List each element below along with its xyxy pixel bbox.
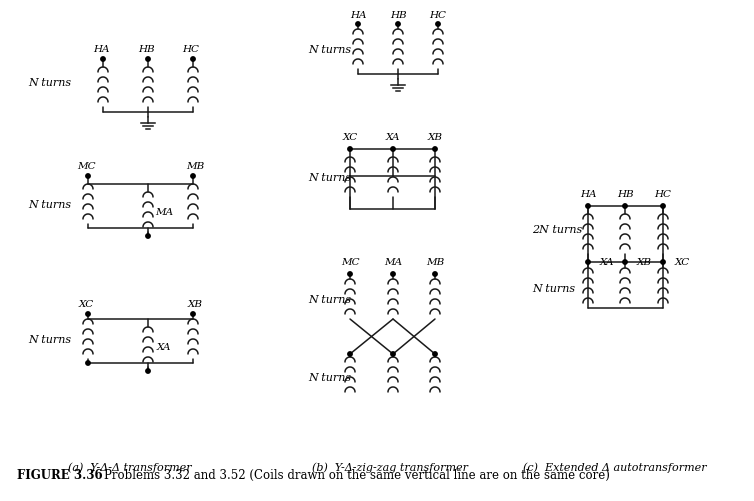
Circle shape xyxy=(101,58,106,62)
Text: MB: MB xyxy=(426,258,444,267)
Text: (b)  Y-Δ-zig-zag transformer: (b) Y-Δ-zig-zag transformer xyxy=(312,462,468,472)
Circle shape xyxy=(391,272,395,277)
Circle shape xyxy=(146,369,150,373)
Circle shape xyxy=(391,352,395,357)
Circle shape xyxy=(191,312,195,317)
Text: HC: HC xyxy=(182,46,200,55)
Text: N turns: N turns xyxy=(28,199,71,209)
Text: XA: XA xyxy=(600,258,615,267)
Circle shape xyxy=(348,147,352,152)
Text: HB: HB xyxy=(617,190,633,199)
Text: MC: MC xyxy=(341,258,360,267)
Circle shape xyxy=(191,174,195,179)
Text: HB: HB xyxy=(138,46,155,55)
Text: N turns: N turns xyxy=(28,334,71,344)
Circle shape xyxy=(86,361,90,365)
Text: 2N turns: 2N turns xyxy=(532,224,582,234)
Circle shape xyxy=(348,272,352,277)
Circle shape xyxy=(436,23,440,27)
Circle shape xyxy=(146,234,150,238)
Text: (a)  Y-Δ-Δ transformer: (a) Y-Δ-Δ transformer xyxy=(68,462,192,472)
Text: XA: XA xyxy=(157,343,171,352)
Text: HA: HA xyxy=(93,46,109,55)
Text: HB: HB xyxy=(390,11,406,20)
Text: FIGURE 3.36: FIGURE 3.36 xyxy=(17,468,103,481)
Text: XA: XA xyxy=(386,133,400,142)
Circle shape xyxy=(146,58,150,62)
Circle shape xyxy=(391,147,395,152)
Circle shape xyxy=(433,272,437,277)
Text: XB: XB xyxy=(637,258,652,267)
Circle shape xyxy=(356,23,360,27)
Circle shape xyxy=(586,261,590,265)
Circle shape xyxy=(623,204,627,209)
Text: XB: XB xyxy=(188,300,203,309)
Circle shape xyxy=(86,312,90,317)
Text: HA: HA xyxy=(580,190,596,199)
Circle shape xyxy=(661,261,665,265)
Text: XC: XC xyxy=(78,300,93,309)
Text: HC: HC xyxy=(430,11,446,20)
Circle shape xyxy=(348,352,352,357)
Circle shape xyxy=(86,174,90,179)
Text: N turns: N turns xyxy=(308,173,351,183)
Circle shape xyxy=(433,352,437,357)
Text: N turns: N turns xyxy=(308,45,351,55)
Text: MB: MB xyxy=(186,162,204,171)
Text: N turns: N turns xyxy=(308,295,351,305)
Circle shape xyxy=(661,204,665,209)
Text: MA: MA xyxy=(155,208,173,217)
Text: N turns: N turns xyxy=(28,78,71,88)
Circle shape xyxy=(623,261,627,265)
Text: XC: XC xyxy=(342,133,357,142)
Circle shape xyxy=(396,23,400,27)
Circle shape xyxy=(586,204,590,209)
Text: N turns: N turns xyxy=(308,372,351,382)
Circle shape xyxy=(191,58,195,62)
Text: MC: MC xyxy=(77,162,95,171)
Text: XB: XB xyxy=(428,133,443,142)
Circle shape xyxy=(433,147,437,152)
Text: HC: HC xyxy=(654,190,672,199)
Text: XC: XC xyxy=(675,258,690,267)
Text: MA: MA xyxy=(384,258,402,267)
Text: HA: HA xyxy=(350,11,366,20)
Text: Problems 3.32 and 3.52 (Coils drawn on the same vertical line are on the same co: Problems 3.32 and 3.52 (Coils drawn on t… xyxy=(89,468,610,481)
Text: (c)  Extended Δ autotransformer: (c) Extended Δ autotransformer xyxy=(523,462,706,472)
Text: N turns: N turns xyxy=(532,284,575,294)
